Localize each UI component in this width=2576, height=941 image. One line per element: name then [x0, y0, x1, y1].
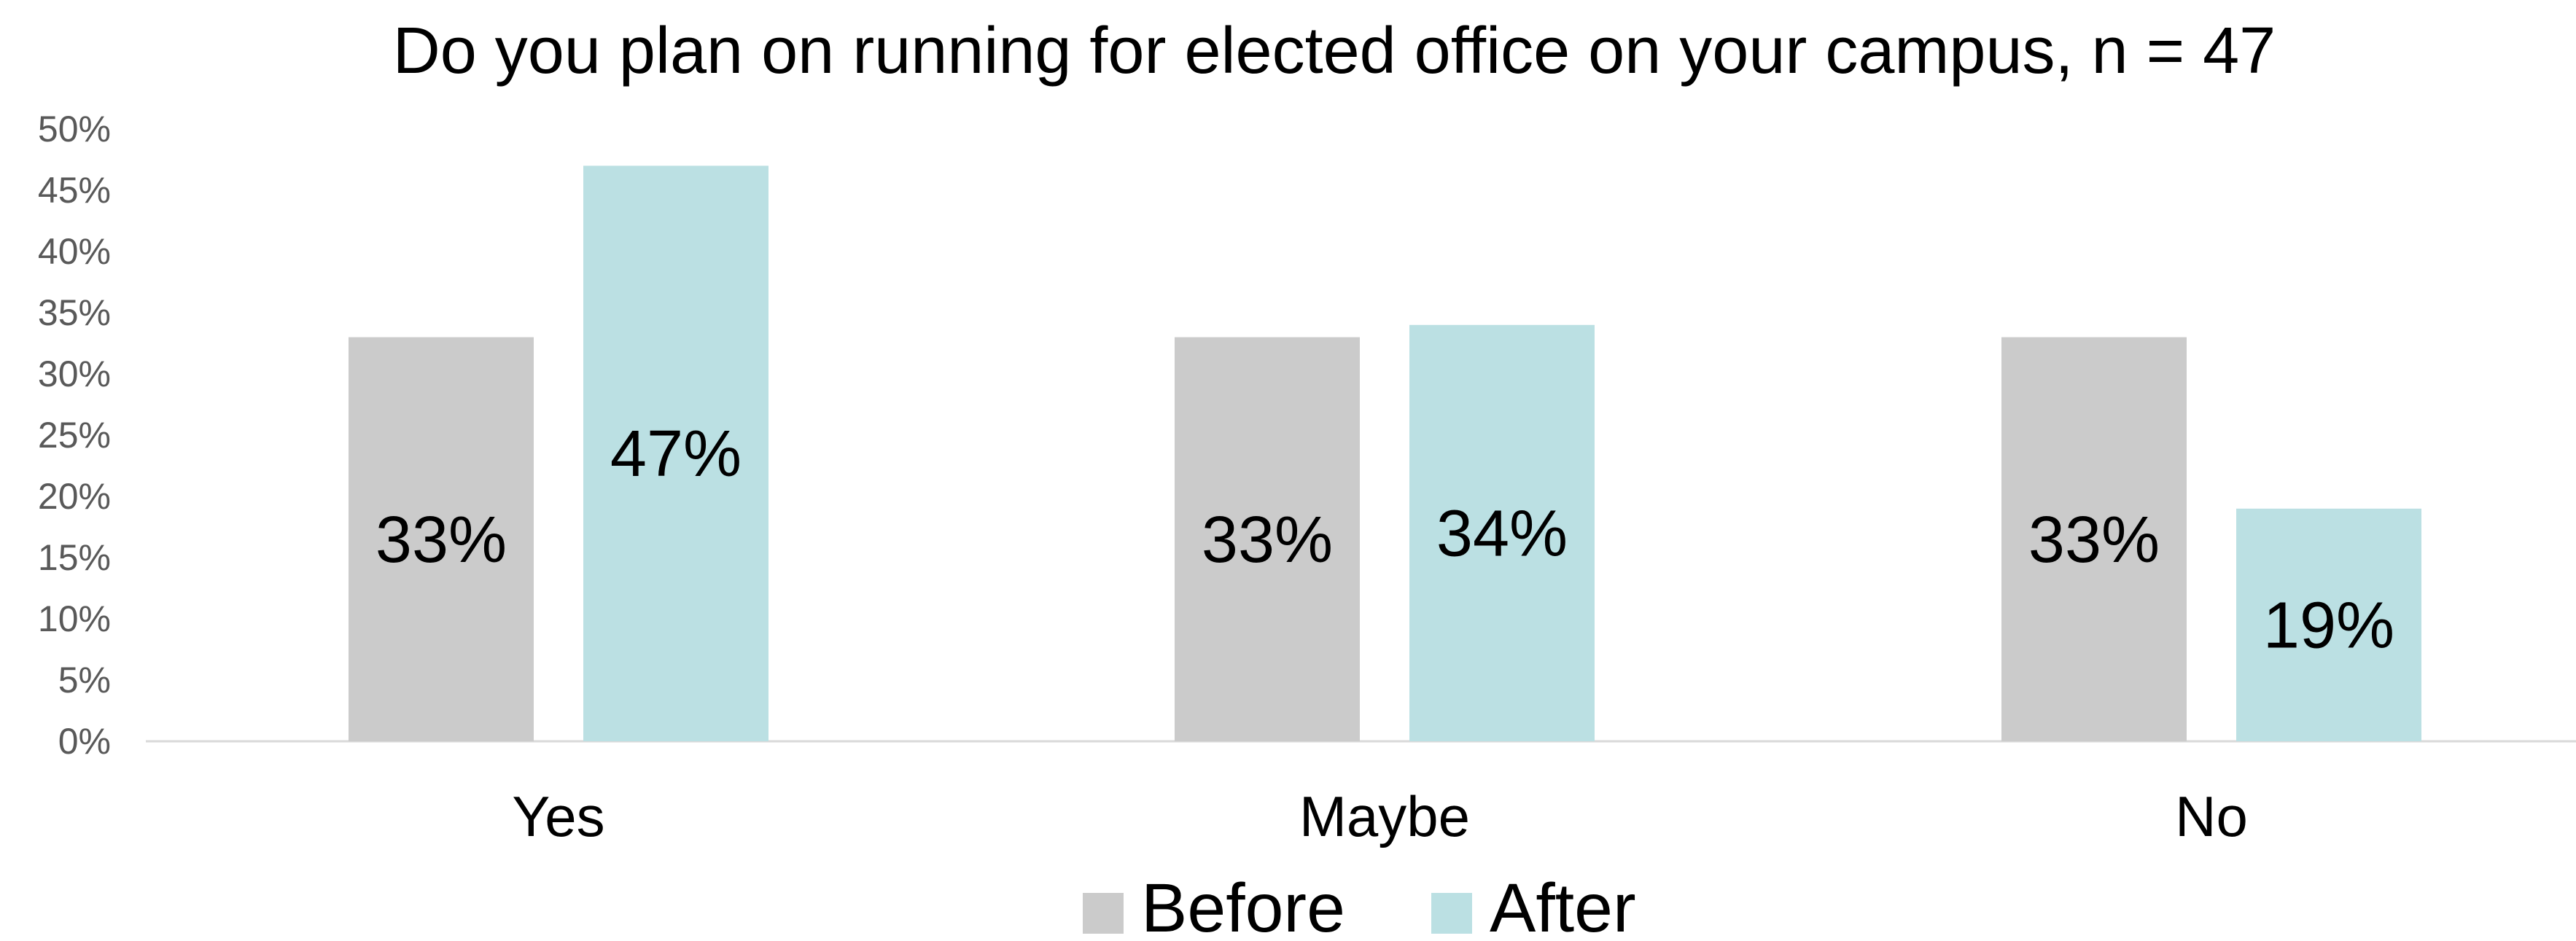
y-tick-label: 35% — [38, 292, 111, 333]
bars — [349, 165, 2421, 742]
bar-after-yes — [583, 165, 768, 741]
legend: Before After — [1083, 870, 1636, 941]
bar-before-maybe — [1175, 337, 1360, 742]
y-tick-label: 0% — [58, 721, 111, 762]
data-label: 47% — [610, 418, 742, 491]
y-tick-label: 20% — [38, 476, 111, 517]
data-label: 33% — [375, 504, 507, 577]
data-label: 33% — [2028, 504, 2160, 577]
y-tick-label: 40% — [38, 231, 111, 272]
legend-swatch-before — [1083, 893, 1124, 934]
y-tick-label: 15% — [38, 537, 111, 578]
y-tick-label: 50% — [38, 109, 111, 149]
x-tick-label: Yes — [512, 784, 604, 848]
y-tick-label: 5% — [58, 660, 111, 700]
y-axis-ticks: 0% 5% 10% 15% 20% 25% 30% 35% 40% 45% 50% — [38, 109, 111, 762]
x-axis-ticks: Yes Maybe No — [512, 784, 2247, 848]
data-label: 19% — [2263, 589, 2394, 662]
y-tick-label: 25% — [38, 415, 111, 456]
data-label: 33% — [1202, 504, 1333, 577]
bar-before-yes — [349, 337, 534, 742]
x-tick-label: Maybe — [1299, 784, 1470, 848]
legend-swatch-after — [1431, 893, 1472, 934]
x-tick-label: No — [2175, 784, 2248, 848]
bar-after-maybe — [1409, 324, 1595, 741]
data-label: 34% — [1436, 497, 1568, 570]
bar-after-no — [2236, 508, 2421, 741]
y-tick-label: 10% — [38, 598, 111, 639]
bar-before-no — [2001, 337, 2187, 742]
data-labels: 33% 47% 33% 34% 33% 19% — [375, 418, 2394, 662]
y-tick-label: 45% — [38, 170, 111, 211]
legend-label-after: After — [1490, 870, 1636, 937]
legend-label-before: Before — [1141, 870, 1345, 937]
chart-title: Do you plan on running for elected offic… — [393, 15, 2276, 87]
y-tick-label: 30% — [38, 354, 111, 394]
